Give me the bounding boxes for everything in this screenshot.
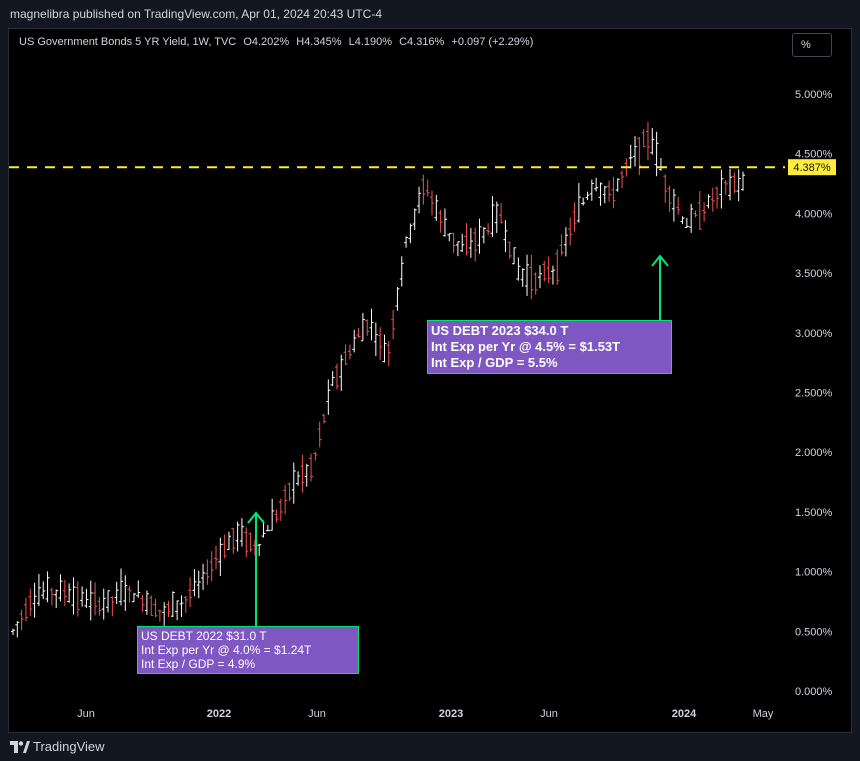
- price-chart[interactable]: 5.000% 4.500% 4.000% 3.500% 3.000% 2.500% 2.00…: [9, 29, 851, 732]
- arrow-2023-head: [651, 254, 669, 267]
- x-tick-label: 2023: [439, 708, 463, 720]
- y-tick-label: 0.000%: [795, 686, 833, 698]
- chart-pane[interactable]: 5.000% 4.500% 4.000% 3.500% 3.000% 2.500% 2.00…: [8, 28, 852, 733]
- y-tick-label: 1.000%: [795, 567, 833, 579]
- y-tick-label: 5.000%: [795, 89, 833, 101]
- legend-close: C4.316%: [399, 36, 445, 48]
- y-tick-label: 3.000%: [795, 328, 833, 340]
- arrow-2022-head: [247, 511, 265, 524]
- x-tick-label: Jun: [77, 708, 95, 720]
- annotation-2022-line-2: Int Exp per Yr @ 4.0% = $1.24T: [141, 643, 312, 657]
- annotation-2023: US DEBT 2023 $34.0 T Int Exp per Yr @ 4.…: [427, 320, 672, 374]
- symbol-legend: US Government Bonds 5 YR Yield, 1W, TVC …: [19, 36, 533, 48]
- tradingview-logo-icon: [10, 741, 30, 753]
- scale-mode-button[interactable]: %: [792, 33, 832, 57]
- x-tick-label: Jun: [540, 708, 558, 720]
- y-tick-label: 2.500%: [795, 388, 833, 400]
- y-tick-label: 2.000%: [795, 447, 833, 459]
- annotation-2022-line-1: US DEBT 2022 $31.0 T: [141, 629, 267, 643]
- annotation-2023-line-2: Int Exp per Yr @ 4.5% = $1.53T: [431, 339, 621, 354]
- y-tick-label: 3.500%: [795, 268, 833, 280]
- annotation-2023-line-3: Int Exp / GDP = 5.5%: [431, 355, 558, 370]
- y-tick-label: 4.000%: [795, 208, 833, 220]
- x-tick-label: Jun: [308, 708, 326, 720]
- current-price-tag: [788, 159, 836, 176]
- tradingview-brand: TradingView: [33, 739, 105, 754]
- x-tick-label: May: [753, 708, 774, 720]
- legend-symbol: US Government Bonds 5 YR Yield, 1W, TVC: [19, 36, 237, 48]
- x-tick-label: 2022: [207, 708, 231, 720]
- publisher-bar: magnelibra published on TradingView.com,…: [0, 0, 860, 28]
- y-tick-label: 4.500%: [795, 149, 833, 161]
- legend-high: H4.345%: [296, 36, 342, 48]
- publisher-line: magnelibra published on TradingView.com,…: [10, 7, 383, 21]
- y-tick-label: 0.500%: [795, 626, 833, 638]
- annotation-2022: US DEBT 2022 $31.0 T Int Exp per Yr @ 4.…: [137, 626, 359, 674]
- legend-low: L4.190%: [348, 36, 393, 48]
- annotation-2023-line-1: US DEBT 2023 $34.0 T: [431, 323, 569, 338]
- footer-bar: TradingView: [0, 733, 860, 761]
- x-tick-label: 2024: [672, 708, 697, 720]
- y-tick-label: 1.500%: [795, 507, 833, 519]
- legend-open: O4.202%: [243, 36, 290, 48]
- annotation-2022-line-3: Int Exp / GDP = 4.9%: [141, 657, 256, 671]
- legend-change: +0.097 (+2.29%): [451, 36, 534, 48]
- current-price-label: 4.387%: [793, 162, 831, 174]
